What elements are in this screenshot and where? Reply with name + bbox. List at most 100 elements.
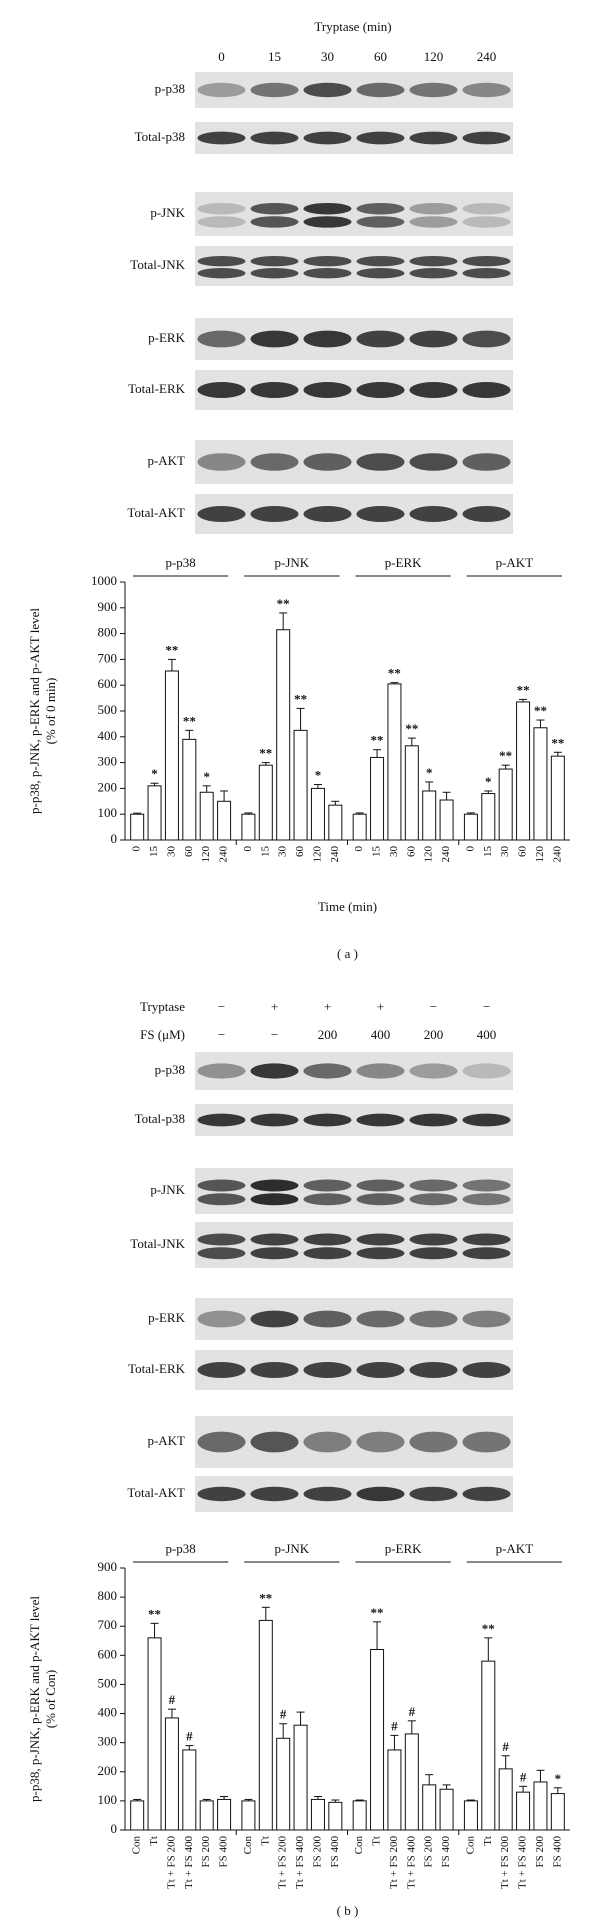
panel-a-header: Tryptase (min) (314, 19, 391, 34)
group-label: p-AKT (496, 555, 534, 570)
condition-mark: − (430, 999, 437, 1014)
x-tick-label: Tt + FS 400 (294, 1836, 306, 1889)
bar (422, 1784, 437, 1831)
band (462, 1310, 511, 1328)
band (303, 1179, 352, 1192)
x-tick-label: Tt (148, 1836, 160, 1846)
blot (195, 1104, 513, 1136)
group-label: p-ERK (385, 555, 422, 570)
blot (195, 1222, 513, 1268)
condition-mark: − (271, 1027, 278, 1042)
blot-label: p-p38 (155, 1062, 185, 1077)
band (462, 1362, 511, 1378)
group-label: p-JNK (275, 1541, 310, 1556)
band (303, 268, 352, 279)
bar (463, 1800, 478, 1831)
significance: # (502, 1739, 509, 1754)
band (197, 506, 246, 522)
blot-label: p-AKT (147, 453, 185, 468)
band (462, 330, 511, 348)
band (250, 453, 299, 471)
band (462, 82, 511, 98)
bar (310, 787, 325, 841)
condition-mark: + (324, 999, 331, 1014)
band (409, 216, 458, 228)
x-tick-label: FS 200 (534, 1836, 546, 1868)
bar (352, 813, 367, 841)
y-tick-label: 200 (98, 1763, 118, 1778)
x-tick-label: FS 200 (200, 1836, 212, 1868)
band (197, 1310, 246, 1328)
blot (195, 318, 513, 360)
significance: * (315, 768, 322, 783)
x-tick-label: 120 (534, 846, 546, 863)
y-tick-label: 600 (98, 676, 118, 691)
x-tick-label: 0 (242, 846, 254, 852)
band (250, 1362, 299, 1378)
band (356, 131, 405, 145)
condition-label: FS (μM) (140, 1027, 185, 1042)
band (462, 1063, 511, 1079)
band (250, 203, 299, 215)
significance: ** (551, 735, 564, 750)
significance: ** (499, 748, 512, 763)
significance: * (203, 769, 210, 784)
significance: ** (371, 733, 384, 748)
bar (276, 1737, 291, 1831)
band (303, 1310, 352, 1328)
x-tick-label: Tt + FS 200 (388, 1836, 400, 1889)
blot-label: p-ERK (148, 1310, 185, 1325)
significance: # (186, 1729, 193, 1744)
blot-label: p-p38 (155, 81, 185, 96)
x-tick-label: Tt (371, 1836, 383, 1846)
y-tick-label: 700 (98, 1617, 118, 1632)
band (197, 330, 246, 348)
x-tick-label: 15 (259, 846, 271, 858)
bar (130, 1800, 145, 1831)
x-tick-label: Tt + FS 400 (183, 1836, 195, 1889)
band (462, 382, 511, 398)
band (409, 1233, 458, 1246)
band (250, 82, 299, 98)
band (409, 506, 458, 522)
bar (370, 1649, 385, 1831)
x-tick-label: Tt (259, 1836, 271, 1846)
condition-mark: 200 (424, 1027, 444, 1042)
band (409, 382, 458, 398)
bar (328, 1801, 343, 1831)
y-axis-label: p-p38, p-JNK, p-ERK and p-AKT level (27, 1596, 42, 1802)
x-tick-label: 240 (218, 846, 230, 863)
x-tick-label: 120 (311, 846, 323, 863)
band (356, 1362, 405, 1378)
lane-label: 240 (477, 49, 497, 64)
significance: ** (482, 1621, 495, 1636)
blot (195, 246, 513, 286)
band (250, 256, 299, 267)
blot-label: Total-ERK (128, 381, 185, 396)
band (462, 1179, 511, 1192)
x-tick-label: 30 (165, 846, 177, 858)
band (197, 1486, 246, 1502)
x-axis-label: Time (min) (318, 899, 377, 914)
band (356, 1431, 405, 1453)
bar (387, 1749, 402, 1831)
significance: ** (388, 666, 401, 681)
blot-label: Total-JNK (130, 1236, 185, 1251)
bar (439, 799, 454, 841)
y-axis-label: (% of Con) (43, 1670, 58, 1729)
band (250, 1179, 299, 1192)
bar (439, 1788, 454, 1831)
band (197, 453, 246, 471)
band (303, 1486, 352, 1502)
blot-label: p-AKT (147, 1433, 185, 1448)
condition-mark: − (218, 1027, 225, 1042)
group-label: p-ERK (385, 1541, 422, 1556)
y-tick-label: 1000 (91, 573, 117, 588)
y-tick-label: 400 (98, 728, 118, 743)
band (356, 1063, 405, 1079)
bar (328, 804, 343, 841)
band (462, 216, 511, 228)
band (197, 131, 246, 145)
x-tick-label: Con (353, 1836, 365, 1855)
blot (195, 1298, 513, 1340)
